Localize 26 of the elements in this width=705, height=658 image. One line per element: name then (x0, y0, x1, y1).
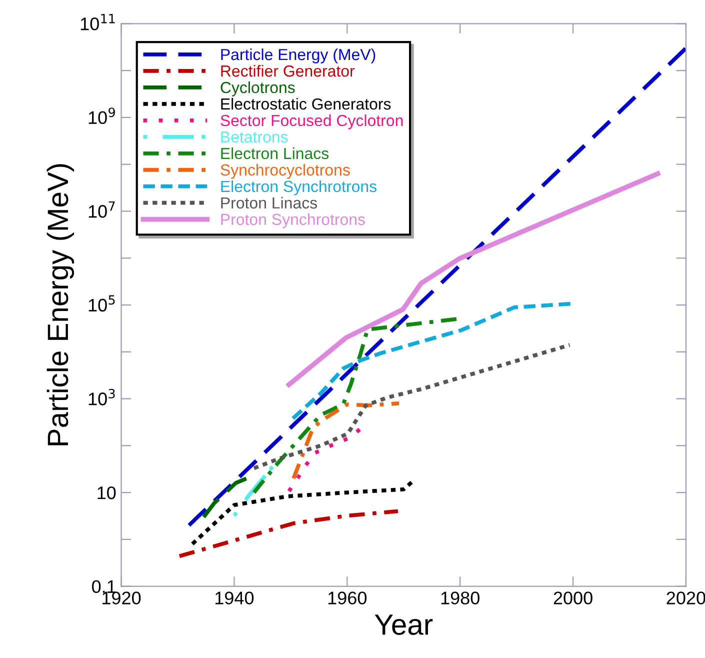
legend-label: Betatrons (221, 132, 288, 143)
x-tick-label: 1960 (328, 592, 367, 604)
x-axis-title: Year (374, 614, 433, 635)
y-tick-label: 10 (98, 486, 116, 500)
legend-label: Synchrocyclotrons (220, 164, 350, 179)
x-tick-label: 1920 (102, 592, 141, 604)
legend-label: Electrostatic Generators (221, 98, 391, 110)
legend-label: Particle Energy (MeV) (221, 48, 376, 64)
y-tick-label: 10$^{7}$ (88, 202, 115, 218)
x-tick-label: 1980 (441, 592, 480, 604)
x-tick-label: 2020 (666, 592, 705, 604)
y-tick-label: 10$^{11}$ (80, 14, 115, 30)
legend-label: Electron Synchrotrons (221, 180, 376, 196)
legend-label: Proton Synchrotrons (221, 213, 365, 228)
y-tick-label: 10$^{5}$ (88, 295, 115, 312)
legend-label: Sector Focused Cyclotron (220, 114, 403, 130)
y-axis-title: Particle Energy (MeV) (46, 164, 74, 446)
legend-label: Cyclotrons (220, 81, 295, 96)
y-tick-label: 10$^{3}$ (88, 388, 115, 406)
y-tick-label: 10$^{9}$ (88, 108, 115, 124)
legend-label: Proton Linacs (221, 196, 318, 209)
legend-label: Electron Linacs (221, 147, 329, 160)
y-tick-label: 0.1 (92, 580, 116, 593)
legend-label: Rectifier Generator (221, 64, 355, 77)
x-tick-label: 1940 (215, 592, 254, 604)
x-tick-label: 2000 (554, 592, 592, 604)
